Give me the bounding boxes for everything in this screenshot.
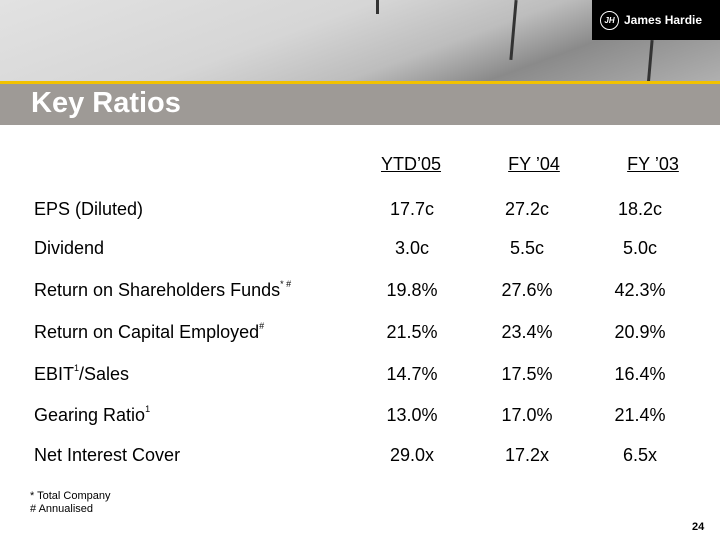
cell-value: 20.9% bbox=[614, 322, 666, 342]
cell-value: 17.2x bbox=[504, 445, 550, 465]
cell-value: 6.5x bbox=[622, 445, 658, 465]
row-label: Return on Shareholders Funds* # bbox=[34, 279, 292, 301]
cell-value: 14.7% bbox=[386, 364, 438, 384]
cell-value: 13.0% bbox=[386, 405, 438, 425]
cell-value: 17.0% bbox=[501, 405, 553, 425]
footnote-marker: 1 bbox=[145, 404, 151, 414]
cell-value: 5.0c bbox=[622, 238, 658, 258]
cell-value: 5.5c bbox=[509, 238, 545, 258]
page-number: 24 bbox=[692, 521, 705, 533]
james-hardie-logo: JH James Hardie bbox=[592, 0, 720, 40]
table-row: Return on Shareholders Funds* # 19.8% 27.6… bbox=[0, 279, 720, 304]
cell-value: 23.4% bbox=[501, 322, 553, 342]
table-row: EPS (Diluted) 17.7c 27.2c 18.2c bbox=[0, 199, 720, 223]
label-text: EPS (Diluted) bbox=[34, 199, 144, 219]
stake-decoration bbox=[509, 0, 518, 61]
footnote: # Annualised bbox=[30, 503, 93, 515]
table-row: EBIT1/Sales 14.7% 17.5% 16.4% bbox=[0, 363, 720, 388]
footnote-marker: # bbox=[259, 321, 265, 331]
cell-value: 29.0x bbox=[389, 445, 435, 465]
label-text: Return on Shareholders Funds bbox=[34, 280, 281, 300]
row-label: Gearing Ratio1 bbox=[34, 404, 151, 426]
cell-value: 19.8% bbox=[386, 280, 438, 300]
cell-value: 18.2c bbox=[617, 199, 663, 219]
label-text: Net Interest Cover bbox=[34, 445, 181, 465]
cell-value: 17.5% bbox=[501, 364, 553, 384]
cell-value: 16.4% bbox=[614, 364, 666, 384]
label-text: Dividend bbox=[34, 238, 105, 258]
jh-logo-icon: JH bbox=[600, 10, 619, 30]
cell-value: 21.4% bbox=[614, 405, 666, 425]
cell-value: 3.0c bbox=[394, 238, 430, 258]
row-label: EBIT1/Sales bbox=[34, 363, 130, 385]
cell-value: 21.5% bbox=[386, 322, 438, 342]
label-text: EBIT bbox=[34, 364, 75, 384]
title-band bbox=[0, 84, 720, 125]
column-header: YTD’05 bbox=[380, 154, 442, 174]
label-text: Return on Capital Employed bbox=[34, 322, 260, 342]
column-header: FY ’03 bbox=[627, 154, 679, 174]
table-row: Return on Capital Employed# 21.5% 23.4% 20.… bbox=[0, 321, 720, 346]
footnotes: * Total Company # Annualised bbox=[30, 490, 111, 516]
row-label: Return on Capital Employed# bbox=[34, 321, 265, 343]
label-text: Gearing Ratio bbox=[34, 405, 146, 425]
page-title: Key Ratios bbox=[31, 87, 181, 119]
table-row: Gearing Ratio1 13.0% 17.0% 21.4% bbox=[0, 404, 720, 429]
column-header: FY ’04 bbox=[508, 154, 560, 174]
footnote-marker: 1 bbox=[74, 363, 80, 373]
label-suffix: /Sales bbox=[79, 364, 130, 384]
table-row: Dividend 3.0c 5.5c 5.0c bbox=[0, 238, 720, 262]
cell-value: 27.2c bbox=[504, 199, 550, 219]
cell-value: 42.3% bbox=[614, 280, 666, 300]
cell-value: 27.6% bbox=[501, 280, 553, 300]
footnote-marker: * # bbox=[280, 279, 292, 289]
accent-line bbox=[0, 81, 720, 84]
stake-decoration bbox=[376, 0, 379, 14]
footnote: * Total Company bbox=[30, 490, 111, 502]
table-row: Net Interest Cover 29.0x 17.2x 6.5x bbox=[0, 445, 720, 469]
logo-text: James Hardie bbox=[624, 13, 703, 27]
row-label: Dividend bbox=[34, 238, 104, 259]
row-label: Net Interest Cover bbox=[34, 445, 180, 466]
row-label: EPS (Diluted) bbox=[34, 199, 143, 220]
cell-value: 17.7c bbox=[389, 199, 435, 219]
